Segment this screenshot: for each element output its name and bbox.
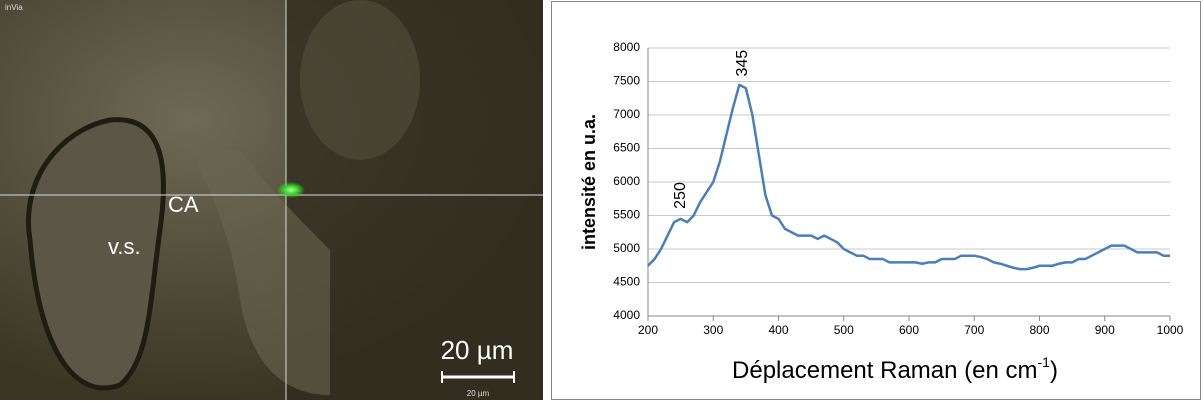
y-axis-label: intensité en u.a. [579,114,599,250]
spectrum-line [647,83,1170,271]
x-axis-label-end: ) [1050,357,1058,384]
y-tick-label: 5000 [613,241,640,255]
x-axis-label: Déplacement Raman (en cm-1) [732,354,1058,385]
y-tick-label: 6000 [613,174,640,188]
y-tick-label: 8000 [613,40,640,54]
chart-frame [551,1,1201,400]
y-tick-label: 7500 [613,74,640,88]
y-tick-label: 4000 [613,308,640,322]
x-axis-label-text: Déplacement Raman (en cm [732,357,1037,384]
peak-annotation: 345 [734,50,751,77]
x-tick-label: 1000 [1157,323,1184,337]
laser-spot [277,182,305,198]
label-vs: v.s. [108,234,141,259]
software-label: inVia [5,3,23,12]
x-tick-label: 500 [834,323,854,337]
x-tick-label: 900 [1095,323,1115,337]
x-tick-label: 200 [638,323,658,337]
x-tick-label: 800 [1029,323,1049,337]
vs-grain [26,117,166,391]
y-tick-label: 4500 [613,275,640,289]
x-tick-label: 600 [899,323,919,337]
x-tick-label: 400 [768,323,788,337]
x-tick-label: 300 [703,323,723,337]
peak-annotation: 250 [672,182,689,209]
y-tick-label: 6500 [613,141,640,155]
y-tick-label: 5500 [613,208,640,222]
y-tick-label: 7000 [613,107,640,121]
blur [300,0,420,160]
label-ca: CA [168,192,199,217]
texture [190,150,330,395]
x-tick-label: 700 [964,323,984,337]
scale-bar-label: 20 µm [441,335,514,365]
micrograph: inVia CA v.s. 20 µm 20 µm [0,0,543,400]
scale-bar-caption: 20 µm [467,389,490,398]
x-axis-label-sup: -1 [1038,354,1051,370]
